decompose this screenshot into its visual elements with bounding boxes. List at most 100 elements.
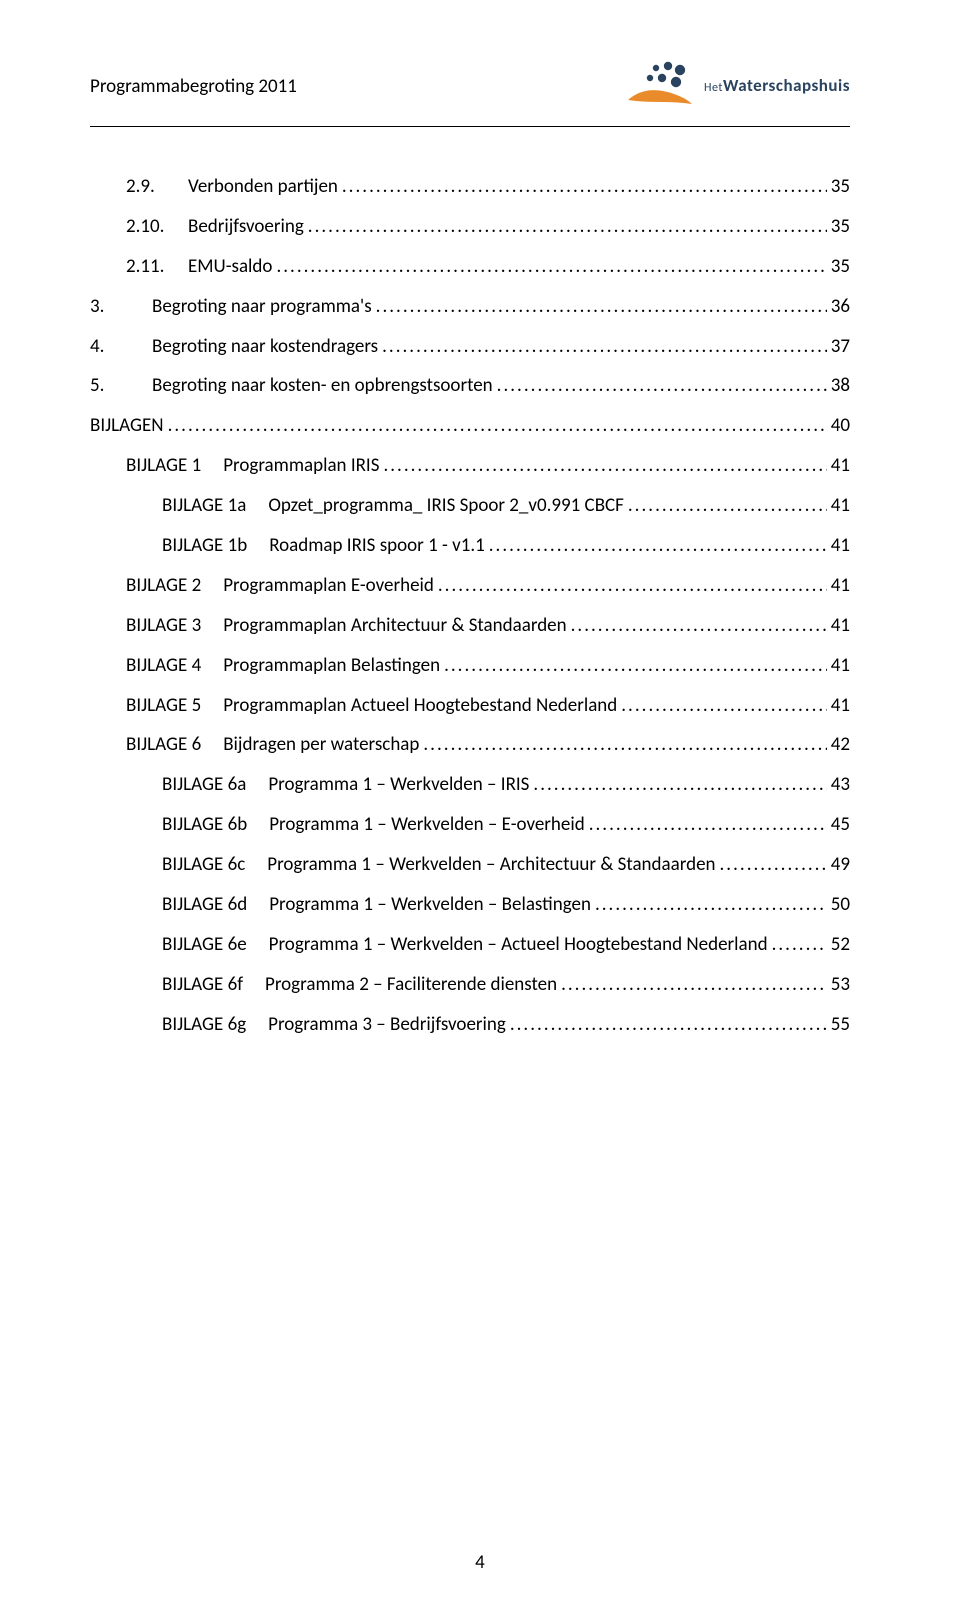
- toc-row-label: Programmaplan Architectuur & Standaarden: [223, 606, 566, 646]
- toc-row: BIJLAGE 6Bijdragen per waterschap42: [90, 725, 850, 765]
- toc-row-label: Programma 1 – Werkvelden – IRIS: [268, 765, 529, 805]
- toc-row-page: 50: [829, 885, 850, 925]
- toc-row-label: Programmaplan Belastingen: [223, 646, 440, 686]
- toc-leader: [342, 167, 827, 207]
- toc-row: 2.11.EMU-saldo35: [90, 247, 850, 287]
- table-of-contents: 2.9.Verbonden partijen352.10.Bedrijfsvoe…: [90, 167, 850, 1045]
- toc-row-number: BIJLAGE 1a: [162, 486, 246, 526]
- toc-row: BIJLAGE 6g Programma 3 – Bedrijfsvoering 5…: [90, 1005, 850, 1045]
- toc-leader: [571, 606, 827, 646]
- toc-row-label: Begroting naar kosten- en opbrengstsoort…: [152, 366, 493, 406]
- toc-row-page: 41: [829, 646, 850, 686]
- toc-row-number: 5.: [90, 366, 152, 406]
- toc-leader: [589, 805, 827, 845]
- toc-row: BIJLAGE 1 Programmaplan IRIS 41: [90, 446, 850, 486]
- toc-row-number: BIJLAGE 6g: [162, 1005, 246, 1045]
- toc-leader: [595, 885, 827, 925]
- toc-row-page: 41: [829, 606, 850, 646]
- toc-row: BIJLAGE 1bRoadmap IRIS spoor 1 - v1.141: [90, 526, 850, 566]
- toc-row-page: 53: [829, 965, 850, 1005]
- toc-leader: [497, 366, 827, 406]
- toc-row-number: BIJLAGE 6: [126, 725, 201, 765]
- toc-row-number: BIJLAGE 6f: [162, 965, 243, 1005]
- toc-row: 2.9.Verbonden partijen 35: [90, 167, 850, 207]
- logo-text: HetWaterschapshuis: [704, 77, 850, 96]
- toc-row-number: BIJLAGE 6e: [162, 925, 247, 965]
- toc-row-number: BIJLAGE 6b: [162, 805, 247, 845]
- toc-row: 5.Begroting naar kosten- en opbrengstsoo…: [90, 366, 850, 406]
- toc-row: BIJLAGE 6fProgramma 2 – Faciliterende di…: [90, 965, 850, 1005]
- toc-row-page: 49: [829, 845, 850, 885]
- toc-row-page: 35: [829, 247, 850, 287]
- toc-row-label: Begroting naar kostendragers: [152, 327, 378, 367]
- toc-row-number: BIJLAGE 6d: [162, 885, 247, 925]
- toc-row: BIJLAGE 4 Programmaplan Belastingen 41: [90, 646, 850, 686]
- toc-leader: [168, 406, 827, 446]
- toc-row-label: Programmaplan IRIS: [223, 446, 379, 486]
- toc-row-page: 41: [829, 566, 850, 606]
- toc-leader: [376, 287, 827, 327]
- toc-row-number: 4.: [90, 327, 152, 367]
- toc-row-number: BIJLAGE 4: [126, 646, 201, 686]
- toc-row-number: 3.: [90, 287, 152, 327]
- toc-row-label: Programma 1 – Werkvelden – E-overheid: [269, 805, 585, 845]
- toc-row-page: 43: [829, 765, 850, 805]
- toc-row: BIJLAGE 6a Programma 1 – Werkvelden – IRI…: [90, 765, 850, 805]
- toc-leader: [720, 845, 827, 885]
- footer-page-number: 4: [0, 1551, 960, 1574]
- toc-row-label: BIJLAGEN: [90, 406, 164, 446]
- toc-leader: [772, 925, 827, 965]
- toc-leader: [628, 486, 827, 526]
- toc-row: BIJLAGE 5 Programmaplan Actueel Hoogtebes…: [90, 686, 850, 726]
- toc-leader: [561, 965, 827, 1005]
- toc-row-page: 55: [829, 1005, 850, 1045]
- toc-row-number: BIJLAGE 1b: [162, 526, 247, 566]
- toc-row: BIJLAGE 6b Programma 1 – Werkvelden – E-o…: [90, 805, 850, 845]
- toc-leader: [438, 566, 827, 606]
- toc-row-label: Bijdragen per waterschap: [223, 725, 419, 765]
- toc-leader: [423, 725, 826, 765]
- toc-row: 4.Begroting naar kostendragers 37: [90, 327, 850, 367]
- page: Programmabegroting 2011 HetWaterschapshu…: [0, 0, 960, 1622]
- toc-row-label: Programmaplan Actueel Hoogtebestand Nede…: [223, 686, 617, 726]
- logo-text-bottom: Waterschapshuis: [723, 75, 850, 96]
- toc-row-label: Opzet_programma_ IRIS Spoor 2_v0.991 CBC…: [268, 486, 624, 526]
- toc-row: BIJLAGE 6c Programma 1 – Werkvelden – Arc…: [90, 845, 850, 885]
- toc-row-page: 40: [829, 406, 850, 446]
- toc-row-number: BIJLAGE 6c: [162, 845, 245, 885]
- toc-row: BIJLAGE 3Programmaplan Architectuur & St…: [90, 606, 850, 646]
- toc-row-page: 52: [829, 925, 850, 965]
- toc-row-number: 2.11.: [126, 247, 188, 287]
- toc-row-page: 41: [829, 446, 850, 486]
- doc-title: Programmabegroting 2011: [90, 75, 297, 98]
- toc-row-number: BIJLAGE 5: [126, 686, 201, 726]
- toc-row-label: Programmaplan E-overheid: [223, 566, 434, 606]
- toc-row-number: BIJLAGE 6a: [162, 765, 246, 805]
- toc-row: BIJLAGE 6d Programma 1 – Werkvelden – Bel…: [90, 885, 850, 925]
- page-header: Programmabegroting 2011 HetWaterschapshu…: [90, 60, 850, 112]
- toc-leader: [382, 327, 827, 367]
- toc-row: 2.10.Bedrijfsvoering35: [90, 207, 850, 247]
- toc-row: 3.Begroting naar programma's36: [90, 287, 850, 327]
- toc-leader: [533, 765, 826, 805]
- toc-row-number: 2.10.: [126, 207, 188, 247]
- toc-leader: [308, 207, 827, 247]
- toc-row: BIJLAGE 2 Programmaplan E-overheid 41: [90, 566, 850, 606]
- toc-leader: [383, 446, 826, 486]
- toc-leader: [444, 646, 827, 686]
- toc-row-label: Roadmap IRIS spoor 1 - v1.1: [269, 526, 485, 566]
- toc-row-label: Programma 3 – Bedrijfsvoering: [268, 1005, 506, 1045]
- toc-row-label: Bedrijfsvoering: [188, 207, 304, 247]
- toc-row-number: BIJLAGE 1: [126, 446, 201, 486]
- toc-row-number: BIJLAGE 2: [126, 566, 201, 606]
- toc-row-label: Verbonden partijen: [188, 167, 338, 207]
- toc-row-label: Programma 1 – Werkvelden – Architectuur …: [267, 845, 715, 885]
- toc-row-label: Programma 1 – Werkvelden – Belastingen: [269, 885, 591, 925]
- toc-row-number: 2.9.: [126, 167, 188, 207]
- toc-row-page: 37: [829, 327, 850, 367]
- toc-leader: [489, 526, 827, 566]
- toc-leader: [276, 247, 826, 287]
- toc-row-page: 41: [829, 486, 850, 526]
- toc-row-page: 35: [829, 167, 850, 207]
- toc-leader: [621, 686, 826, 726]
